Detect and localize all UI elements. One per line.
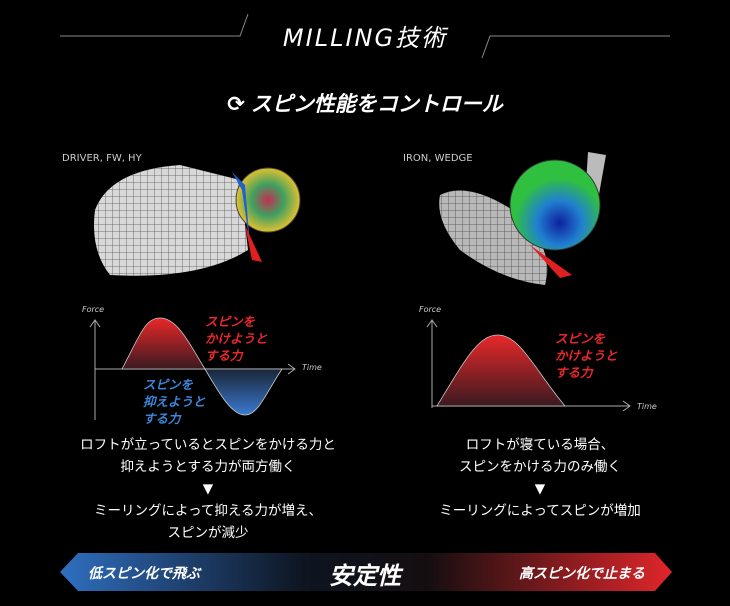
positive-force-curve bbox=[436, 334, 566, 407]
negative-force-curve bbox=[204, 368, 283, 416]
iron-description: ロフトが寝ている場合、 スピンをかける力のみ働く ▼ ミーリングによってスピンが増加 bbox=[439, 437, 641, 519]
driver-label: DRIVER, FW, HY bbox=[62, 153, 142, 164]
spin-apply-label: スピンを かけようと する力 bbox=[205, 314, 268, 363]
driver-description: ロフトが立っているとスピンをかける力と 抑えようとする力が両方働く ▼ ミーリングによ… bbox=[80, 437, 336, 541]
axis-time: Time bbox=[302, 363, 322, 372]
axis-force: Force bbox=[82, 305, 105, 314]
iron-head-image bbox=[439, 152, 606, 285]
title-rule-left bbox=[60, 13, 249, 37]
spin-suppress-label: スピンを 抑えようと する力 bbox=[143, 377, 206, 426]
positive-force-curve bbox=[121, 317, 206, 370]
axis-time: Time bbox=[637, 402, 657, 411]
iron-label: IRON, WEDGE bbox=[403, 153, 473, 164]
right-force-graph bbox=[426, 319, 631, 412]
page-title: MILLING技術 bbox=[282, 24, 448, 52]
left-force-graph bbox=[89, 317, 296, 420]
axis-force: Force bbox=[419, 305, 442, 314]
subtitle: ⟳ スピン性能をコントロール bbox=[227, 92, 503, 116]
stability-bar bbox=[60, 553, 672, 591]
low-spin-label: 低スピン化で飛ぶ bbox=[88, 566, 200, 582]
high-spin-label: 高スピン化で止まる bbox=[519, 566, 645, 582]
spin-apply-label: スピンを かけようと する力 bbox=[555, 331, 618, 380]
stability-label: 安定性 bbox=[329, 562, 401, 590]
driver-head-image bbox=[94, 165, 301, 276]
rotate-icon: ⟳ bbox=[227, 92, 245, 116]
title-rule-right bbox=[481, 35, 670, 59]
